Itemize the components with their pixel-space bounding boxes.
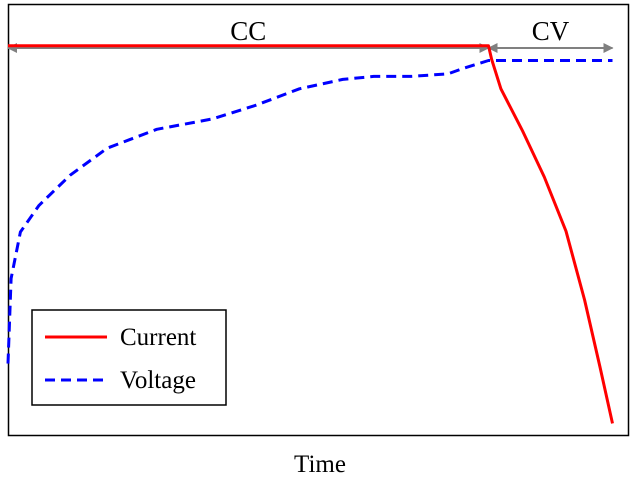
series-line-voltage [6,59,613,364]
plot-frame [7,3,630,437]
x-axis-label: Time [294,451,346,478]
legend-box [31,309,227,406]
series-lines [6,44,614,424]
series-line-current [8,44,614,424]
phase-label-cv: CV [532,16,570,46]
legend: Current Voltage [31,309,227,406]
legend-label-voltage: Voltage [120,367,196,394]
phase-label-cc: CC [230,16,266,46]
legend-label-current: Current [120,324,196,351]
phase-annotations: CC CV [7,16,614,53]
